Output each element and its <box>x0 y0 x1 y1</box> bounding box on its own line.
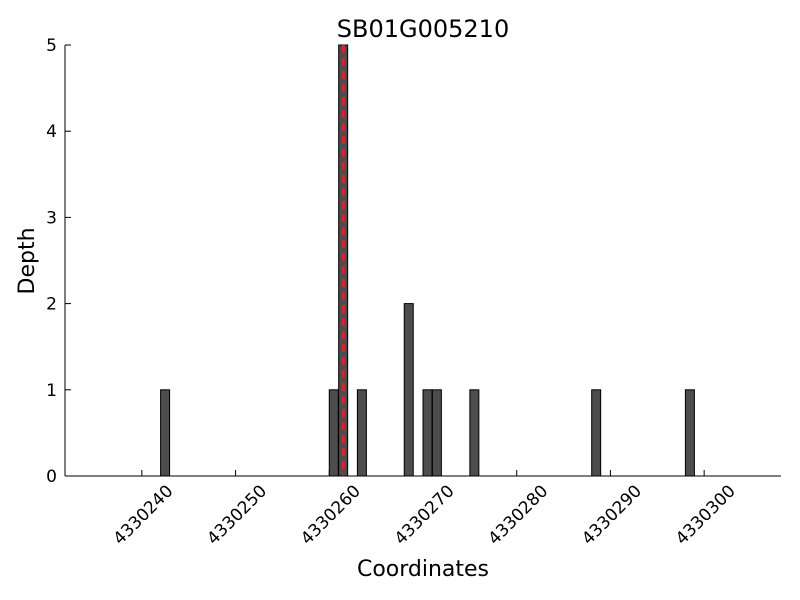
bar <box>160 389 171 477</box>
bar <box>328 389 339 477</box>
bar <box>422 389 433 477</box>
x-tick-label: 4330280 <box>485 481 553 549</box>
x-tick-label: 4330270 <box>391 481 459 549</box>
x-tick-label: 4330240 <box>110 481 178 549</box>
y-tick-label: 2 <box>46 295 57 315</box>
x-tick-label: 4330290 <box>578 481 646 549</box>
bar <box>591 389 602 477</box>
bar <box>403 303 414 477</box>
x-tick-label: 4330250 <box>203 481 271 549</box>
y-axis-label: Depth <box>15 227 40 294</box>
y-tick-label: 0 <box>46 467 57 487</box>
bar <box>431 389 442 477</box>
bar <box>469 389 480 477</box>
y-tick-label: 3 <box>46 208 57 228</box>
chart-title: SB01G005210 <box>337 15 509 43</box>
bar <box>356 389 367 477</box>
x-axis-label: Coordinates <box>357 557 489 582</box>
bar <box>684 389 695 477</box>
y-tick-label: 5 <box>46 36 57 56</box>
x-tick-label: 4330260 <box>297 481 365 549</box>
x-tick-label: 4330300 <box>672 481 740 549</box>
y-tick-label: 4 <box>46 122 57 142</box>
y-tick-label: 1 <box>46 381 57 401</box>
